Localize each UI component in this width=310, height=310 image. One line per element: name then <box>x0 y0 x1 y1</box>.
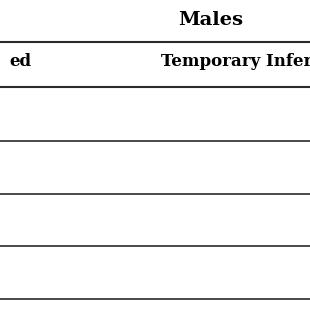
Text: Temporary Infertility: Temporary Infertility <box>161 54 310 70</box>
Text: ed: ed <box>9 54 31 70</box>
Text: Males: Males <box>178 11 243 29</box>
